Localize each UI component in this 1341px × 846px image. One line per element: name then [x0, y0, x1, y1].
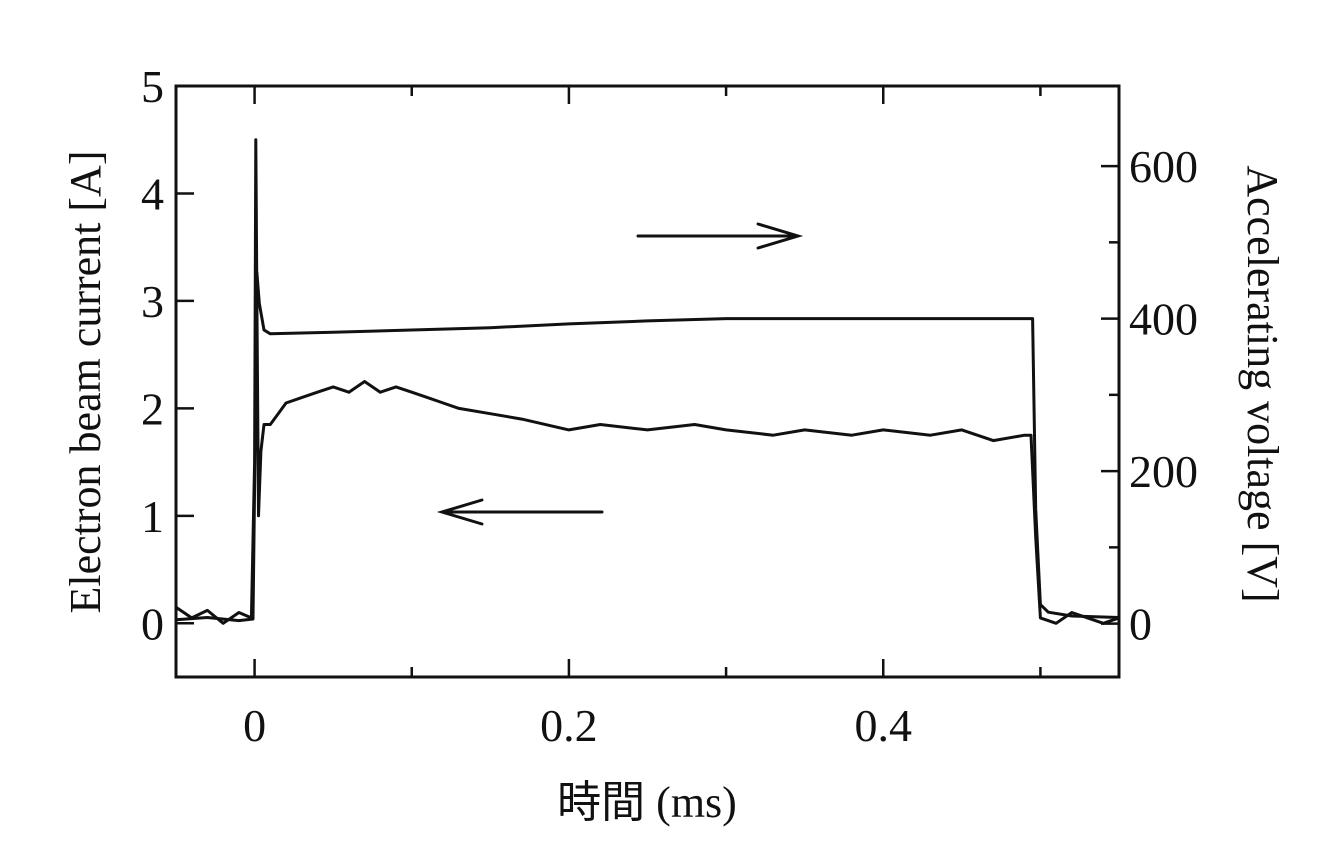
y-right-tick-label: 400 — [1129, 294, 1198, 345]
annotation-arrows — [436, 222, 804, 526]
y-left-tick-label: 0 — [141, 598, 164, 649]
x-axis-ticks: 0 0.2 0.4 — [243, 86, 1042, 751]
x-axis-title: 時間 (ms) — [557, 778, 737, 827]
right-y-axis-ticks: 0 200 400 600 — [1101, 141, 1198, 650]
x-tick-label: 0.2 — [540, 700, 598, 751]
left-y-axis-ticks: 0 1 2 3 4 5 — [141, 61, 194, 649]
x-tick-label: 0 — [243, 700, 266, 751]
y-right-tick-label: 200 — [1129, 446, 1198, 497]
series-layer — [175, 138, 1120, 625]
plot-frame — [174, 84, 1121, 679]
y-left-tick-label: 3 — [141, 276, 164, 327]
y-right-tick-label: 600 — [1129, 141, 1198, 192]
current-series-line — [175, 138, 1120, 625]
x-tick-label: 0.4 — [855, 700, 913, 751]
left-y-axis-title: Electron beam current [A] — [61, 151, 110, 614]
arrow-to-voltage-axis — [636, 222, 804, 250]
right-y-axis-title: Accelerating voltage [V] — [1238, 165, 1287, 602]
voltage-series-line — [175, 271, 1120, 623]
arrow-to-current-axis — [436, 498, 604, 526]
y-left-tick-label: 5 — [141, 61, 164, 112]
y-left-tick-label: 1 — [141, 491, 164, 542]
y-left-tick-label: 4 — [141, 168, 164, 219]
y-right-tick-label: 0 — [1129, 599, 1152, 650]
y-left-tick-label: 2 — [141, 383, 164, 434]
